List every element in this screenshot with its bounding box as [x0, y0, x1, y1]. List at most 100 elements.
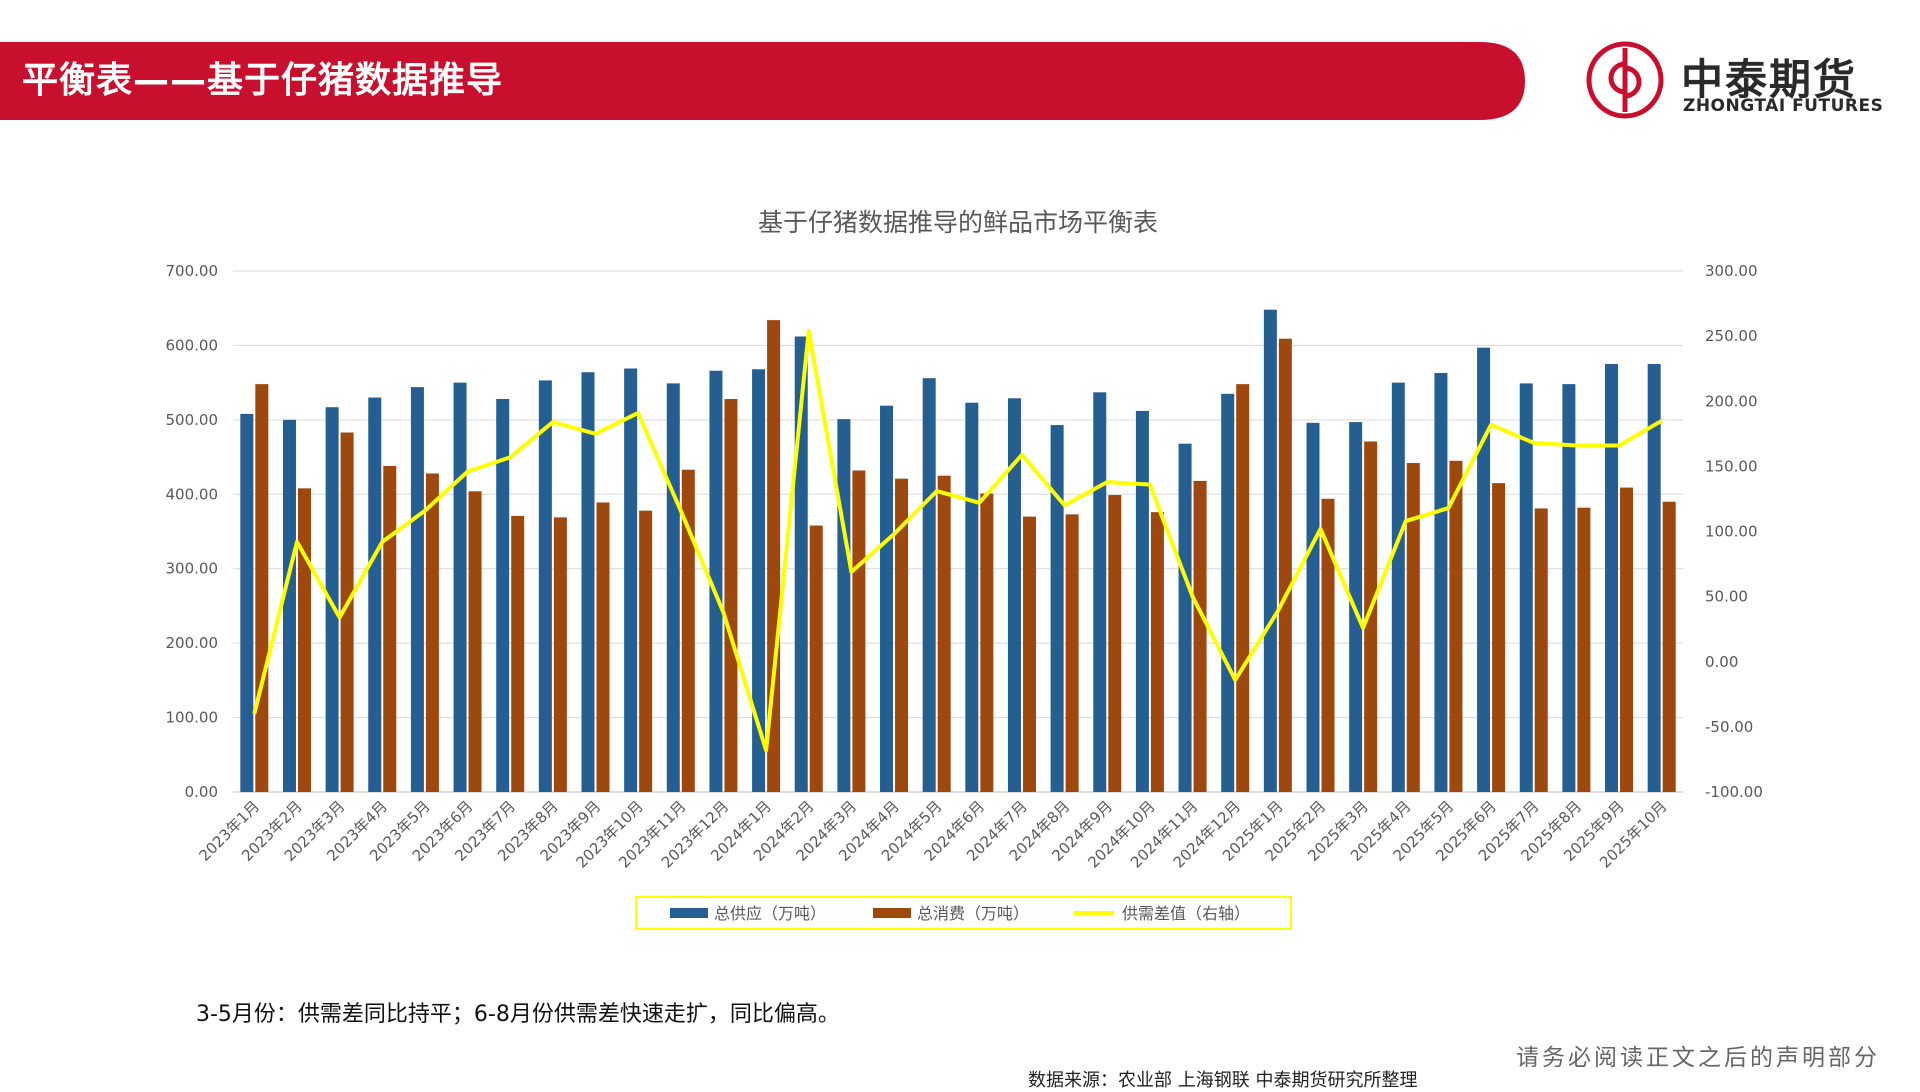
bar-supply	[837, 419, 851, 792]
bar-consumption	[767, 320, 781, 792]
bar-supply	[1221, 393, 1235, 792]
bar-supply	[538, 380, 552, 792]
disclaimer-text: 请务必阅读正文之后的声明部分	[1516, 1045, 1880, 1071]
logo-name-en: ZHONGTAI FUTURES	[1683, 96, 1884, 116]
y2-tick-label: 250.00	[1705, 327, 1758, 345]
bar-consumption	[297, 488, 311, 792]
chart-title: 基于仔猪数据推导的鲜品市场平衡表	[758, 208, 1158, 237]
bar-supply	[1562, 384, 1576, 792]
y2-tick-label: -100.00	[1705, 783, 1763, 801]
bar-consumption	[895, 478, 909, 792]
legend-item-gap-label: 供需差值（右轴）	[1122, 904, 1250, 923]
bar-supply	[880, 405, 894, 792]
bar-supply	[1178, 443, 1192, 792]
y-tick-label: 600.00	[166, 336, 219, 354]
bar-supply	[1007, 398, 1021, 792]
bar-consumption	[1022, 516, 1036, 792]
bar-consumption	[255, 384, 269, 792]
bar-supply	[709, 370, 723, 792]
y-tick-label: 100.00	[166, 709, 219, 727]
bar-consumption	[1577, 507, 1591, 792]
line-supply-demand-gap	[252, 328, 1663, 753]
y-tick-label: 300.00	[166, 560, 219, 578]
bar-consumption	[980, 493, 994, 792]
bar-consumption	[1278, 338, 1292, 792]
y2-tick-label: 100.00	[1705, 523, 1758, 541]
bar-supply	[282, 419, 296, 792]
banner-shape	[0, 42, 1525, 120]
bar-consumption	[553, 517, 567, 792]
bar-supply	[1093, 392, 1107, 792]
bar-consumption	[639, 510, 653, 792]
bar-consumption	[511, 515, 525, 792]
bar-consumption	[809, 525, 823, 792]
y-tick-label: 0.00	[185, 783, 218, 801]
bar-supply	[453, 382, 467, 792]
y2-tick-label: 150.00	[1705, 457, 1758, 475]
y-tick-label: 500.00	[166, 411, 219, 429]
balance-chart: 基于仔猪数据推导的鲜品市场平衡表 700.00 600.00 500.00 400.00…	[166, 208, 1763, 930]
bar-consumption	[340, 432, 354, 792]
bar-supply	[368, 397, 382, 792]
bar-consumption	[1236, 384, 1250, 792]
bar-consumption	[1108, 495, 1122, 792]
bar-consumption	[1620, 487, 1634, 792]
bar-supply	[922, 378, 936, 792]
bar-consumption	[468, 491, 482, 792]
header-banner	[0, 42, 1525, 120]
y2-tick-label: 50.00	[1705, 588, 1748, 606]
legend-item-supply-swatch	[670, 908, 708, 918]
bar-consumption	[1406, 463, 1420, 792]
bar-supply	[965, 402, 979, 792]
bar-supply	[666, 383, 680, 792]
bar-supply	[1263, 309, 1277, 792]
bar-supply	[410, 387, 424, 792]
y-tick-label: 400.00	[166, 485, 219, 503]
bar-consumption	[1662, 501, 1676, 792]
bar-consumption	[852, 470, 866, 792]
y2-tick-label: -50.00	[1705, 718, 1753, 736]
bar-supply	[1306, 422, 1320, 792]
bar-consumption	[425, 473, 439, 792]
bar-supply	[1477, 347, 1491, 792]
bar-consumption	[937, 475, 951, 792]
bar-consumption	[1492, 483, 1506, 792]
y2-tick-label: 200.00	[1705, 392, 1758, 410]
bar-supply	[752, 369, 766, 792]
bar-consumption	[1364, 441, 1378, 792]
bar-consumption	[1449, 460, 1463, 792]
bar-consumption	[596, 502, 610, 792]
bar-consumption	[1193, 480, 1207, 792]
legend-item-supply-label: 总供应（万吨）	[714, 904, 826, 923]
bar-supply	[1135, 410, 1149, 792]
legend-item-consumption-label: 总消费（万吨）	[917, 904, 1029, 923]
bar-supply	[240, 413, 254, 792]
bar-consumption	[724, 399, 738, 792]
bar-supply	[1050, 425, 1064, 792]
bar-supply	[325, 407, 339, 792]
bar-consumption	[1321, 498, 1335, 792]
legend-item-consumption-swatch	[873, 908, 911, 918]
page-title: 平衡表——基于仔猪数据推导	[22, 60, 504, 101]
bar-supply	[496, 399, 510, 792]
bar-consumption	[1534, 508, 1548, 792]
y-tick-label: 200.00	[166, 634, 219, 652]
logo-mark-icon	[1586, 41, 1664, 119]
bar-supply	[1434, 372, 1448, 792]
analysis-note: 3-5月份：供需差同比持平；6-8月份供需差快速走扩，同比偏高。	[196, 1002, 840, 1027]
legend-box	[635, 896, 1292, 930]
bar-consumption	[1065, 514, 1079, 792]
y2-tick-label: 0.00	[1705, 653, 1738, 671]
bar-supply	[581, 372, 595, 792]
y-tick-label: 700.00	[166, 262, 219, 280]
y2-tick-label: 300.00	[1705, 262, 1758, 280]
bar-supply	[624, 368, 638, 792]
bar-supply	[1605, 364, 1619, 792]
bar-consumption	[681, 469, 695, 792]
logo-name-cn: 中泰期货	[1681, 55, 1858, 104]
bar-supply	[1391, 382, 1405, 792]
bar-supply	[1519, 383, 1533, 792]
data-source: 数据来源：农业部 上海钢联 中泰期货研究所整理	[1028, 1070, 1418, 1091]
brand-logo: 中泰期货 ZHONGTAI FUTURES	[1585, 40, 1905, 124]
bar-consumption	[383, 466, 397, 792]
